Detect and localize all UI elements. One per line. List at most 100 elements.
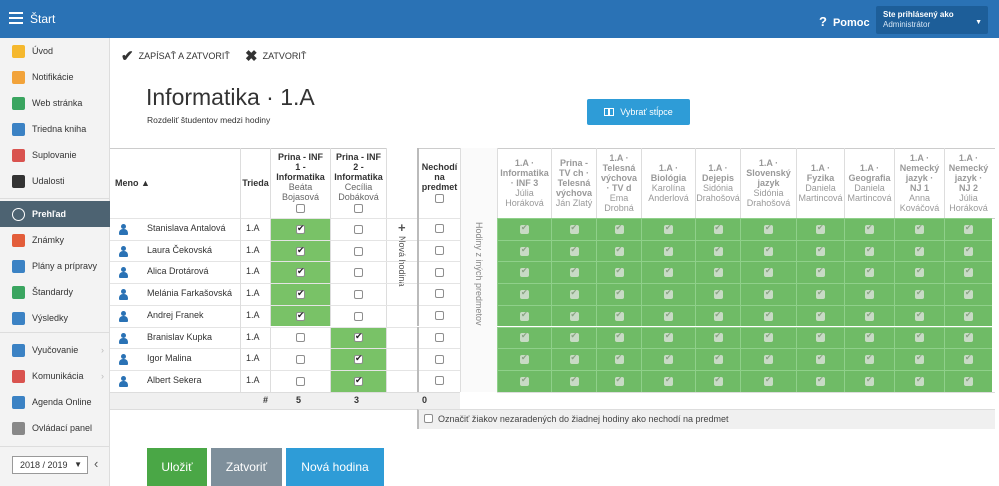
sidebar-item[interactable]: Známky	[0, 227, 110, 253]
group2-cell[interactable]	[330, 283, 386, 305]
group1-checkbox[interactable]	[296, 288, 305, 299]
not-attending-cell[interactable]	[417, 304, 460, 327]
collapse-sidebar-icon[interactable]: ‹	[94, 456, 99, 471]
mark-unassigned-checkbox[interactable]	[424, 413, 433, 423]
save-button[interactable]: Uložiť	[147, 448, 207, 486]
group1-checkbox[interactable]	[296, 310, 305, 321]
not-attending-cell[interactable]	[417, 218, 460, 240]
group1-checkbox[interactable]	[296, 223, 305, 234]
sidebar-item-icon	[12, 421, 25, 435]
select-columns-button[interactable]: Vybrať stĺpce	[587, 99, 690, 125]
not-attending-cell[interactable]	[417, 369, 460, 392]
not-attending-cell[interactable]	[417, 348, 460, 370]
column-header-name[interactable]: Meno ▲	[115, 178, 150, 188]
group2-checkbox[interactable]	[354, 375, 363, 386]
school-year-select[interactable]: 2018 / 2019 ▼	[12, 456, 88, 474]
other-subject-checkbox	[865, 310, 874, 321]
menu-icon[interactable]	[9, 12, 23, 24]
help-link[interactable]: ? Pomoc	[819, 14, 870, 29]
group1-checkbox[interactable]	[296, 376, 305, 386]
row-divider	[417, 304, 460, 306]
group1-cell[interactable]	[270, 348, 330, 370]
not-attending-select-all-checkbox[interactable]	[435, 193, 444, 203]
sidebar-item[interactable]: Prehľad	[0, 201, 110, 227]
not-attending-checkbox[interactable]	[435, 354, 444, 364]
other-subject-cell	[796, 369, 844, 392]
sidebar-item-label: Triedna kniha	[32, 124, 87, 134]
group2-cell[interactable]	[330, 304, 386, 327]
sidebar-item[interactable]: Plány a prípravy	[0, 253, 110, 279]
group2-checkbox[interactable]	[354, 331, 363, 343]
sidebar-item[interactable]: Výsledky	[0, 305, 110, 331]
group-select-all-checkbox[interactable]	[296, 203, 305, 213]
start-link[interactable]: Štart	[30, 12, 56, 26]
new-hour-button[interactable]: Nová hodina	[286, 448, 384, 486]
group2-cell[interactable]	[330, 369, 386, 392]
not-attending-checkbox[interactable]	[435, 224, 444, 234]
sidebar-item[interactable]: Notifikácie	[0, 64, 110, 90]
row-divider	[110, 218, 417, 219]
other-subject-checkbox	[816, 288, 825, 299]
not-attending-cell[interactable]	[417, 326, 460, 349]
not-attending-checkbox[interactable]	[435, 246, 444, 256]
group2-cell[interactable]	[330, 218, 386, 240]
sidebar-item[interactable]: Úvod	[0, 38, 110, 64]
close-footer-button[interactable]: Zatvoriť	[211, 448, 282, 486]
other-subject-title-line: jazyk	[757, 178, 780, 188]
user-menu[interactable]: Ste prihlásený ako Administrátor ▼	[876, 6, 988, 34]
other-subject-cell	[551, 261, 596, 284]
other-subject-cell	[844, 304, 894, 327]
group2-checkbox[interactable]	[354, 311, 363, 321]
group2-cell[interactable]	[330, 239, 386, 262]
close-button[interactable]: ✖ ZATVORIŤ	[245, 47, 306, 65]
not-attending-checkbox[interactable]	[435, 332, 444, 342]
group2-checkbox[interactable]	[354, 289, 363, 299]
not-attending-checkbox[interactable]	[435, 267, 444, 277]
group1-cell[interactable]	[270, 239, 330, 262]
mark-unassigned-label: Označiť žiakov nezaradených do žiadnej h…	[438, 413, 729, 424]
group1-checkbox[interactable]	[296, 266, 305, 278]
new-hour-label: Nová hodina	[397, 236, 407, 287]
group2-cell[interactable]	[330, 261, 386, 284]
not-attending-cell[interactable]	[417, 283, 460, 305]
group2-cell[interactable]	[330, 326, 386, 349]
row-divider	[417, 348, 460, 350]
other-subject-title-line: 1.A ·	[758, 158, 779, 168]
sidebar-item[interactable]: Štandardy	[0, 279, 110, 305]
group2-checkbox[interactable]	[354, 268, 363, 278]
not-attending-line: predmet	[421, 181, 458, 192]
other-subject-teacher-line: Sidónia	[753, 188, 784, 198]
group1-checkbox[interactable]	[296, 333, 305, 343]
group2-checkbox[interactable]	[354, 353, 363, 365]
sidebar-item[interactable]: Suplovanie	[0, 142, 110, 168]
group1-cell[interactable]	[270, 261, 330, 284]
group-select-all-checkbox[interactable]	[354, 203, 363, 213]
new-hour-column[interactable]: + Nová hodina	[386, 148, 417, 392]
group2-cell[interactable]	[330, 348, 386, 370]
not-attending-checkbox[interactable]	[435, 289, 444, 299]
sidebar-item[interactable]: Web stránka	[0, 90, 110, 116]
sidebar-item[interactable]: Ovládací panel	[0, 415, 110, 441]
sidebar-item[interactable]: Agenda Online	[0, 389, 110, 415]
sidebar-item[interactable]: Vyučovanie ›	[0, 337, 110, 363]
not-attending-checkbox[interactable]	[435, 376, 444, 386]
group1-cell[interactable]	[270, 283, 330, 305]
other-subjects-toggle[interactable]: Hodiny z iných predmetov	[460, 148, 497, 392]
group2-checkbox[interactable]	[354, 224, 363, 234]
group1-cell[interactable]	[270, 369, 330, 392]
group1-cell[interactable]	[270, 304, 330, 327]
sidebar-item[interactable]: Komunikácia ›	[0, 363, 110, 389]
not-attending-cell[interactable]	[417, 261, 460, 284]
not-attending-cell[interactable]	[417, 239, 460, 262]
group1-cell[interactable]	[270, 326, 330, 349]
group1-checkbox[interactable]	[296, 245, 305, 256]
group1-checkbox[interactable]	[296, 355, 305, 365]
other-subject-teacher-line: Drahošová	[746, 198, 791, 208]
other-subject-checkbox	[764, 310, 773, 321]
sidebar-item[interactable]: Udalosti	[0, 168, 110, 194]
not-attending-checkbox[interactable]	[435, 311, 444, 321]
group2-checkbox[interactable]	[354, 246, 363, 256]
group1-cell[interactable]	[270, 218, 330, 240]
sidebar-item[interactable]: Triedna kniha	[0, 116, 110, 142]
save-close-button[interactable]: ✔ ZAPÍSAŤ A ZATVORIŤ	[121, 47, 230, 65]
